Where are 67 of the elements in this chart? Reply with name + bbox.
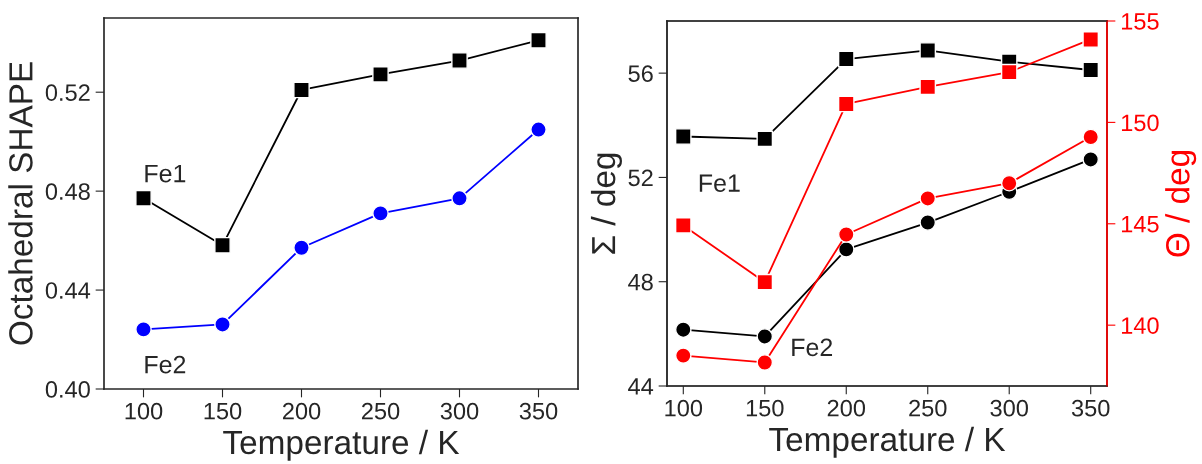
point (372, 66, 389, 83)
x-axis-title: Temperature / K (769, 426, 1006, 458)
x-tick-label: 250 (909, 399, 947, 417)
point (530, 121, 547, 138)
point (837, 50, 855, 68)
point (135, 321, 152, 338)
x-tick-label: 300 (990, 399, 1028, 417)
y-tick-label: 0.48 (45, 183, 90, 200)
y-tick-label: 44 (628, 378, 654, 395)
y-tick-label: 52 (628, 169, 653, 187)
x-tick-label: 150 (204, 402, 242, 420)
x-tick-label: 100 (125, 402, 163, 420)
y-tick-label: 0.40 (45, 381, 90, 398)
point (837, 241, 855, 258)
point (837, 95, 855, 113)
point (919, 42, 937, 59)
y-axis-title: Σ / deg (590, 153, 622, 254)
point (451, 189, 468, 207)
point (756, 328, 774, 345)
y2-tick-label: 145 (1121, 216, 1159, 233)
y2-tick-label: 155 (1121, 13, 1159, 30)
point (451, 52, 468, 69)
x-tick-label: 250 (361, 402, 400, 420)
point (530, 31, 547, 49)
x-axis-title: Temperature / K (223, 429, 460, 461)
x-tick-label: 200 (827, 399, 866, 417)
annotation: Fe2 (792, 338, 833, 357)
point (756, 354, 774, 371)
point (1000, 174, 1018, 192)
annotation: Fe1 (699, 174, 740, 192)
point (919, 190, 937, 207)
y-tick-label: 56 (628, 65, 653, 82)
y2-tick-label: 150 (1121, 114, 1159, 132)
point (919, 78, 937, 96)
point (756, 273, 774, 291)
point (1082, 128, 1100, 146)
y2-axis-title: Θ / deg (1165, 150, 1197, 257)
point (919, 214, 937, 231)
x-tick-label: 100 (665, 399, 703, 417)
point (756, 130, 774, 148)
point (372, 205, 389, 222)
point (1000, 63, 1018, 81)
point (1082, 31, 1100, 48)
x-tick-label: 300 (440, 402, 479, 420)
x-tick-label: 350 (1071, 399, 1110, 417)
point (214, 316, 231, 333)
x-tick-label: 350 (519, 402, 558, 420)
annotation: Fe2 (145, 355, 186, 374)
point (293, 81, 310, 99)
x-tick-label: 200 (282, 402, 321, 420)
point (1082, 151, 1100, 168)
point (214, 236, 231, 254)
annotation: Fe1 (145, 164, 186, 183)
point (674, 217, 692, 234)
point (674, 321, 692, 339)
y-tick-label: 0.44 (45, 282, 91, 299)
y-tick-label: 48 (628, 273, 653, 291)
y2-tick-label: 140 (1121, 317, 1159, 334)
point (674, 347, 692, 364)
point (1082, 61, 1100, 79)
point (837, 226, 855, 243)
point (674, 128, 692, 145)
x-tick-label: 150 (746, 399, 784, 417)
y-tick-label: 0.52 (45, 84, 90, 101)
y-axis-title: Octahedral SHAPE (8, 62, 33, 345)
point (135, 189, 152, 207)
point (293, 239, 310, 257)
